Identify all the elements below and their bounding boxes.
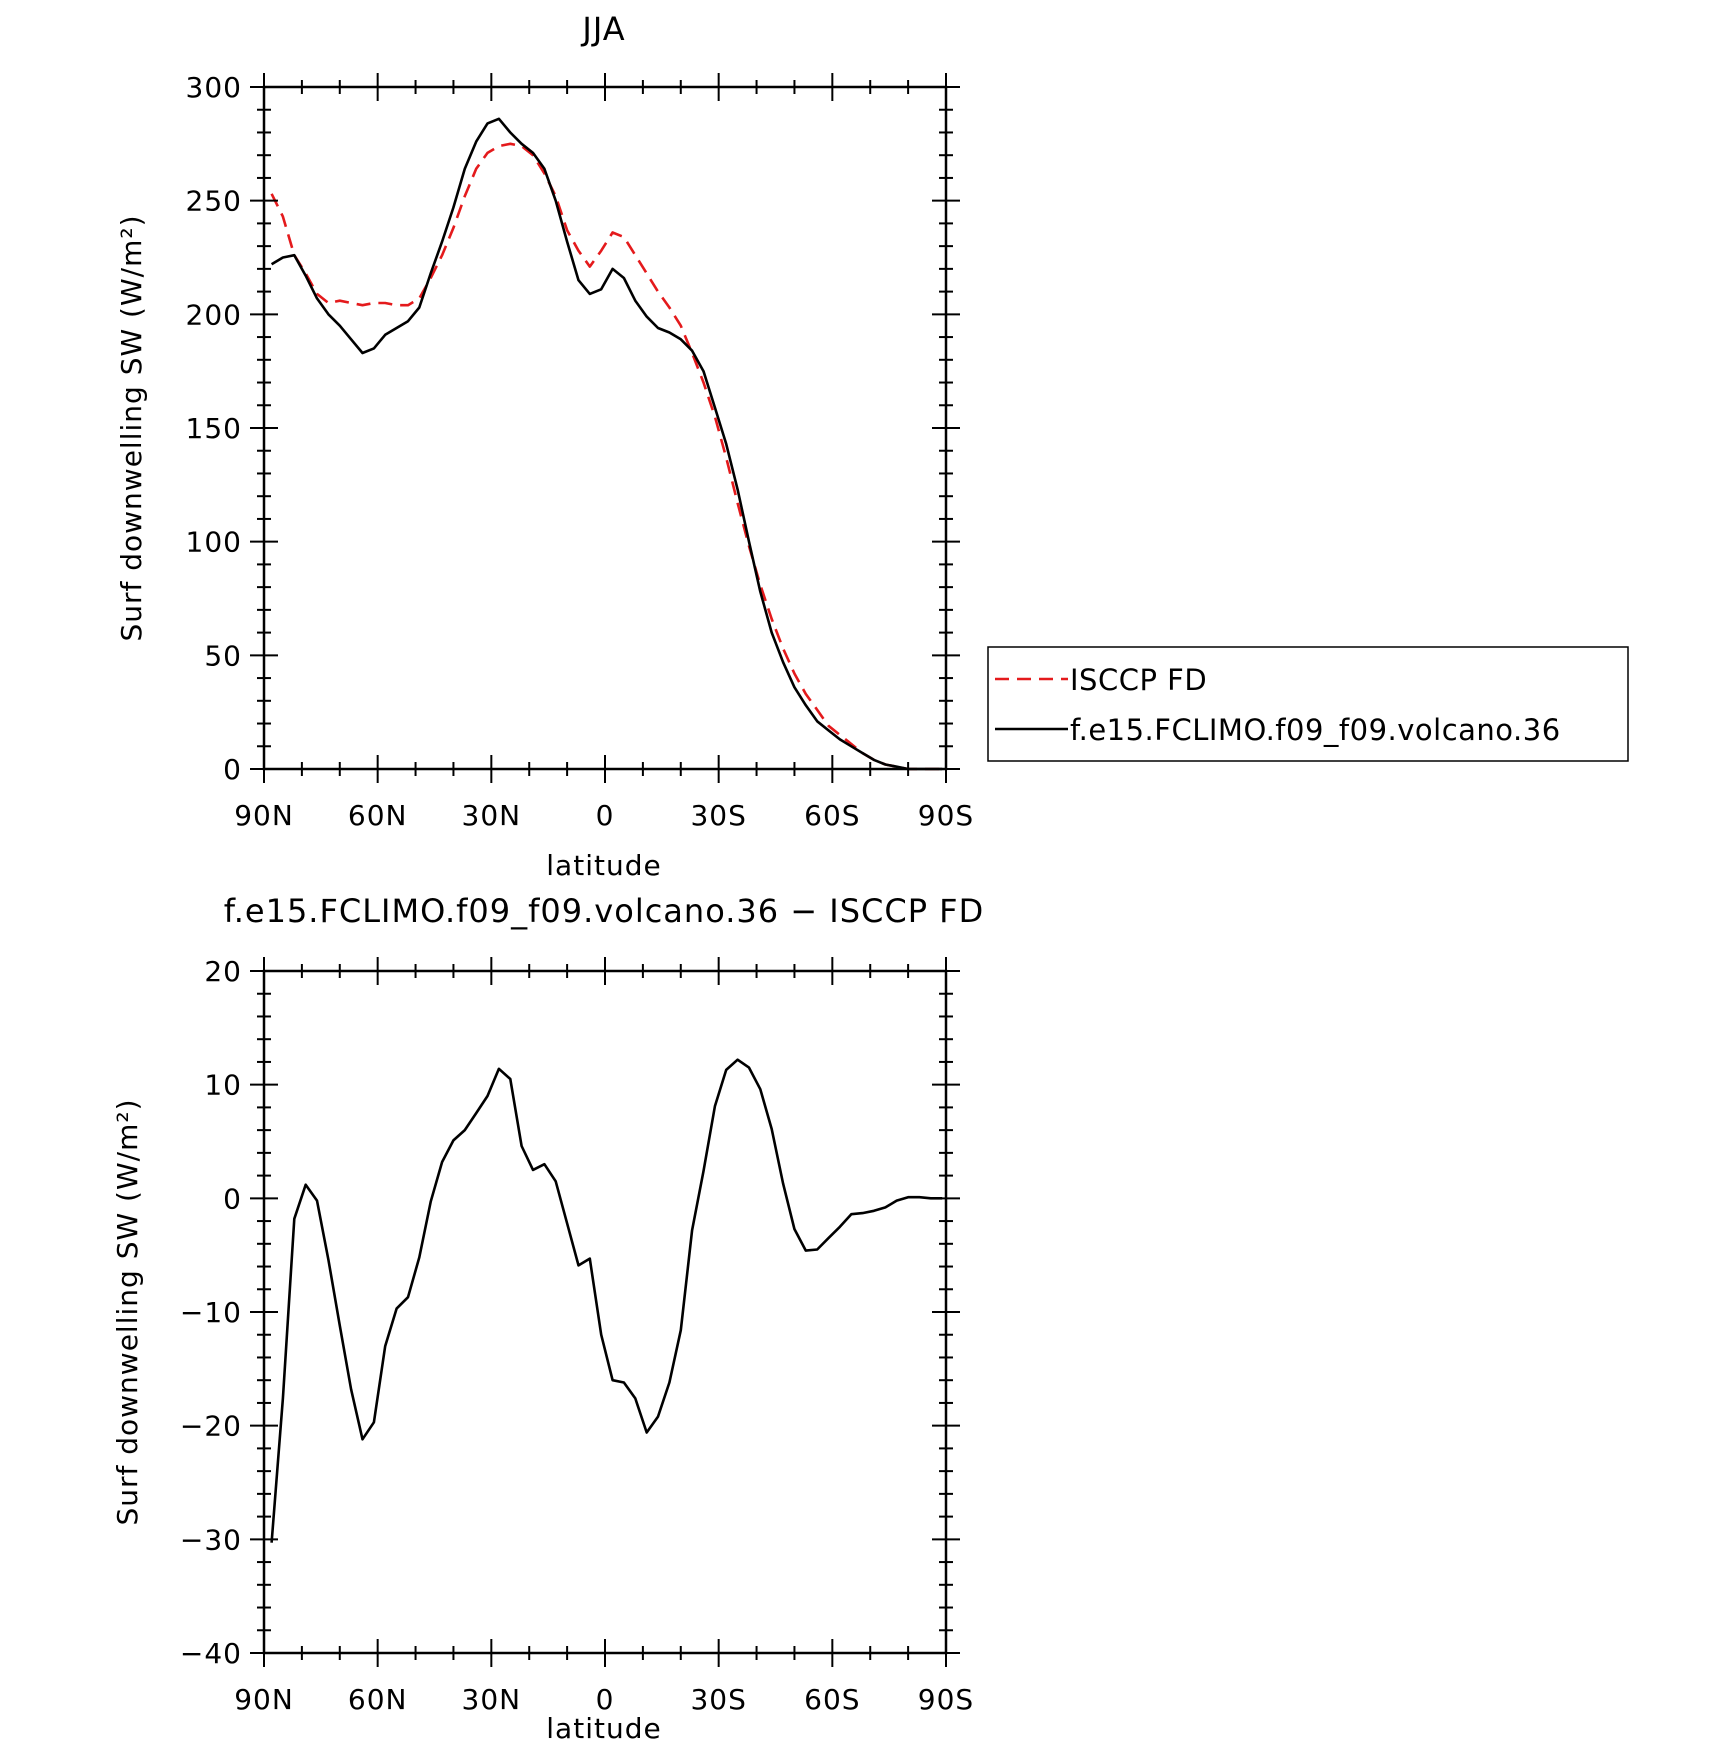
panel0-series-line-1 — [270, 117, 943, 771]
panel1-xtick-label: 30N — [462, 1683, 522, 1716]
panel1-ytick-label: 0 — [223, 1182, 242, 1215]
top-chart-title: JJA — [580, 10, 625, 48]
panel0-ytick-label: 300 — [186, 71, 242, 104]
panel1-xtick-label: 30S — [690, 1683, 746, 1716]
bottom-x-axis-label: latitude — [546, 1712, 661, 1745]
panel1-ytick-label: 20 — [204, 955, 242, 988]
panel0-ytick-label: 250 — [186, 185, 242, 218]
bottom-series-layer — [270, 1058, 943, 1543]
top-tick-layer: 0 50 100 150 200 250 300 90N 60N 30N 0 30S 60S 90S — [186, 71, 974, 832]
panel0-xtick-label: 90N — [234, 799, 294, 832]
panel1-ytick-label: −40 — [180, 1637, 242, 1670]
panel0-xtick-label: 60N — [348, 799, 408, 832]
panel0-xtick-label: 0 — [596, 799, 615, 832]
panel1-ytick-label: 10 — [204, 1069, 242, 1102]
bottom-chart-title: f.e15.FCLIMO.f09_f09.volcano.36 − ISCCP … — [224, 892, 984, 930]
bottom-tick-layer: −40 −30 −20 −10 0 10 20 90N 60N 30N 0 30S 60S 90S — [180, 955, 974, 1716]
panel1-xtick-label: 90N — [234, 1683, 294, 1716]
panel0-ytick-label: 0 — [223, 753, 242, 786]
top-series-layer — [270, 117, 943, 771]
top-panel: JJA 0 50 100 150 200 250 300 90N 60N 30N 0 30S 60S 90… — [115, 10, 974, 882]
panel0-xtick-label: 30N — [462, 799, 522, 832]
top-x-axis-label: latitude — [546, 849, 661, 882]
panel0-ytick-label: 50 — [204, 639, 242, 672]
panel0-ytick-label: 100 — [186, 526, 242, 559]
panel0-xtick-label: 30S — [690, 799, 746, 832]
legend-label-isccp: ISCCP FD — [1070, 663, 1207, 697]
legend-label-model: f.e15.FCLIMO.f09_f09.volcano.36 — [1070, 713, 1561, 747]
bottom-plot-frame — [262, 969, 948, 1655]
panel1-ytick-label: −20 — [180, 1410, 242, 1443]
bottom-y-axis-label: Surf downwelling SW (W/m²) — [111, 1098, 144, 1525]
top-y-axis-label: Surf downwelling SW (W/m²) — [115, 214, 148, 641]
top-plot-frame — [262, 85, 948, 771]
legend: ISCCP FD f.e15.FCLIMO.f09_f09.volcano.36 — [987, 646, 1629, 762]
panel1-series-line-0 — [270, 1058, 943, 1543]
panel0-series-line-0 — [270, 142, 943, 771]
legend-box — [987, 646, 1629, 762]
panel0-xtick-label: 60S — [804, 799, 860, 832]
panel1-xtick-label: 90S — [918, 1683, 974, 1716]
panel1-xtick-label: 0 — [596, 1683, 615, 1716]
bottom-panel: f.e15.FCLIMO.f09_f09.volcano.36 − ISCCP … — [111, 892, 984, 1745]
panel1-ytick-label: −30 — [180, 1523, 242, 1556]
panel1-xtick-label: 60N — [348, 1683, 408, 1716]
panel1-xtick-label: 60S — [804, 1683, 860, 1716]
panel0-ytick-label: 150 — [186, 412, 242, 445]
panel0-xtick-label: 90S — [918, 799, 974, 832]
panel1-ytick-label: −10 — [180, 1296, 242, 1329]
panel0-ytick-label: 200 — [186, 298, 242, 331]
